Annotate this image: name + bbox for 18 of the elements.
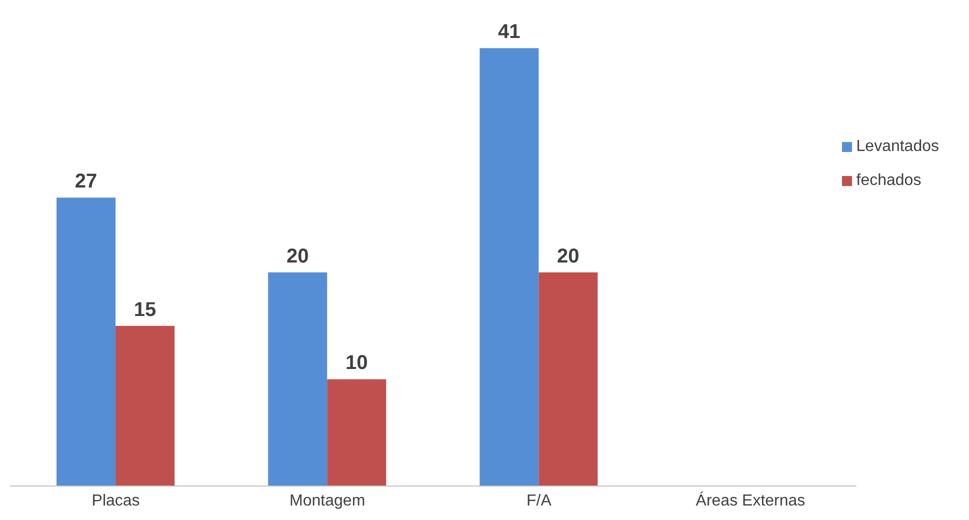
data-label: 41	[498, 21, 520, 44]
legend-label: fechados	[856, 172, 922, 189]
bar	[538, 272, 598, 486]
bar	[268, 272, 328, 486]
bar	[480, 48, 539, 486]
bar	[116, 326, 175, 486]
legend-label: Levantados	[856, 138, 939, 155]
bar	[327, 379, 386, 486]
bar	[56, 198, 116, 486]
data-label: 10	[345, 352, 368, 374]
x-tick-label: F/A	[526, 492, 552, 510]
x-tick-label: Montagem	[290, 492, 366, 510]
x-tick-label: Áreas Externas	[696, 491, 806, 510]
data-label: 20	[286, 245, 309, 268]
x-tick-label: Placas	[92, 492, 140, 510]
data-label: 27	[74, 170, 98, 193]
data-label: 15	[134, 298, 156, 321]
data-label: 20	[557, 245, 580, 268]
